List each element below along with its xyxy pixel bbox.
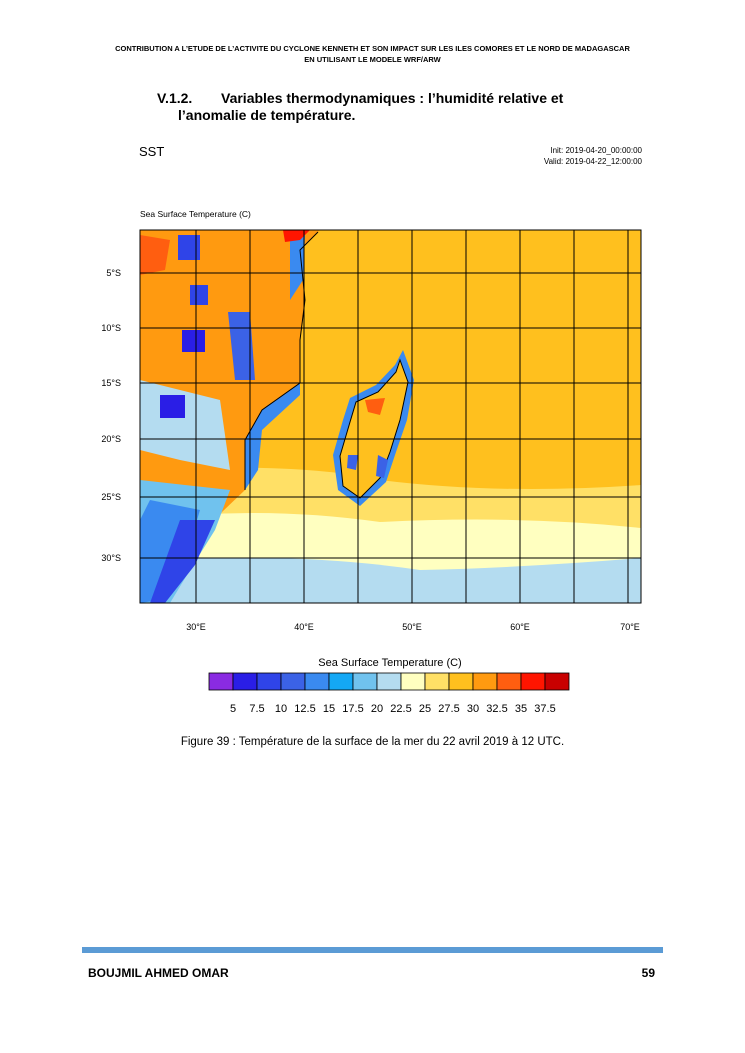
colorbar-label: 22.5 [390,703,411,715]
caption: Figure 39 : Température de la surface de… [180,736,565,748]
header-line: CONTRIBUTION A L’ETUDE DE L’ACTIVITE DU … [115,44,630,53]
colorbar-box [448,672,474,691]
colorbar-box [208,672,234,691]
colorbar-box [472,672,498,691]
colorbar-label: 37.5 [534,703,555,715]
init-time: Init: 2019-04-20_00:00:00 [550,146,642,155]
lat-label: 25°S [101,492,121,502]
footer-rule [82,947,663,953]
header-line: EN UTILISANT LE MODELE WRF/ARW [304,55,441,64]
section-title: Variables thermodynamiques : l’humidité … [221,90,564,106]
figure-title: SST [139,144,164,159]
lat-label: 5°S [106,268,121,278]
lat-label: 30°S [101,553,121,563]
section-title: l’anomalie de température. [178,107,356,123]
lon-label: 30°E [186,622,206,632]
field-label: Sea Surface Temperature (C) [140,209,251,219]
colorbar-label: 15 [323,703,335,715]
lat-label: 20°S [101,434,121,444]
colorbar-box [280,672,306,691]
colorbar-title: Sea Surface Temperature (C) [318,657,461,669]
colorbar-box [424,672,450,691]
lon-label: 40°E [294,622,314,632]
colorbar-box [496,672,522,691]
colorbar-box [328,672,354,691]
lat-label: 15°S [101,378,121,388]
section-number: V.1.2. [157,90,193,106]
map [140,230,641,603]
colorbar-box [232,672,258,691]
valid-time: Valid: 2019-04-22_12:00:00 [544,157,643,166]
colorbar-label: 7.5 [249,703,264,715]
colorbar-label: 27.5 [438,703,459,715]
colorbar-box [376,672,402,691]
lon-label: 70°E [620,622,640,632]
colorbar-label: 10 [275,703,287,715]
colorbar-label: 25 [419,703,431,715]
colorbar-label: 17.5 [342,703,363,715]
colorbar-box [256,672,282,691]
lon-label: 60°E [510,622,530,632]
colorbar-label: 5 [230,703,236,715]
colorbar-label: 20 [371,703,383,715]
colorbar-box [544,672,570,691]
lon-label: 50°E [402,622,422,632]
colorbar-label: 35 [515,703,527,715]
colorbar-box [352,672,378,691]
colorbar-box [400,672,426,691]
colorbar-label: 30 [467,703,479,715]
colorbar-label: 32.5 [486,703,507,715]
colorbar-box [304,672,330,691]
footer-author: BOUJMIL AHMED OMAR [88,966,229,980]
figure: SST Init: 2019-04-20_00:00:00 Valid: 201… [101,144,643,715]
lat-label: 10°S [101,323,121,333]
page-number: 59 [641,966,655,980]
colorbar-label: 12.5 [294,703,315,715]
colorbar-box [520,672,546,691]
